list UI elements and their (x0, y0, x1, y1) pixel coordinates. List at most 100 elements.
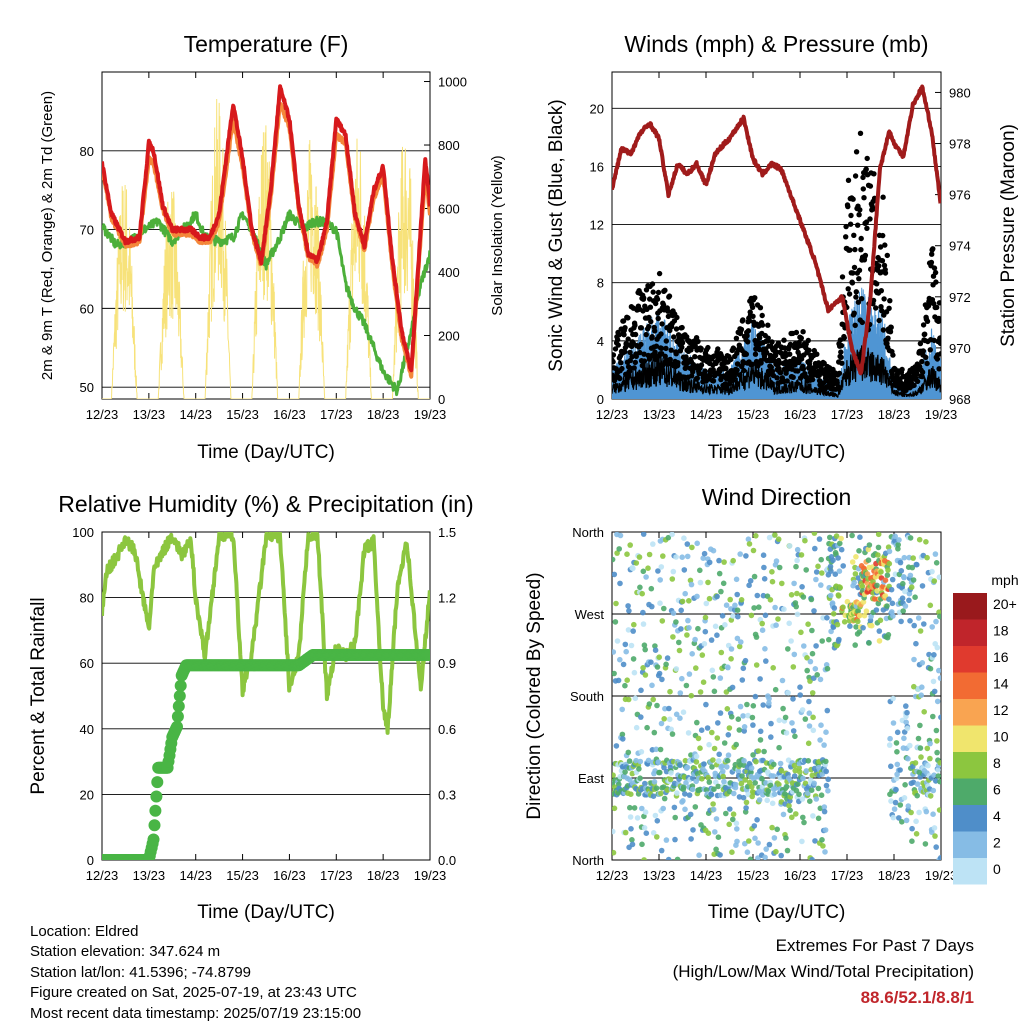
direction-point (767, 782, 774, 789)
direction-point (818, 556, 824, 563)
gust-point (858, 247, 864, 253)
direction-point (836, 636, 842, 643)
direction-point (661, 795, 668, 802)
gust-point (757, 305, 764, 311)
direction-point (823, 782, 830, 789)
direction-point (648, 585, 655, 592)
direction-point (821, 808, 828, 815)
direction-point (886, 596, 892, 602)
direction-point (918, 692, 924, 698)
direction-point (626, 758, 633, 764)
direction-point (622, 641, 629, 648)
gust-point (690, 369, 696, 375)
direction-point (655, 568, 661, 574)
direction-point (853, 554, 859, 560)
direction-point (923, 808, 930, 815)
direction-point (927, 755, 933, 762)
direction-point (806, 723, 813, 729)
direction-point (886, 548, 893, 555)
direction-point (612, 670, 617, 677)
direction-point (710, 806, 717, 813)
direction-point (730, 816, 736, 823)
gust-point (858, 296, 865, 302)
direction-point (844, 598, 851, 605)
direction-point (654, 818, 661, 824)
direction-point (927, 740, 933, 747)
direction-point (687, 811, 694, 818)
direction-point (876, 638, 883, 644)
direction-point (790, 664, 797, 670)
gust-point (911, 382, 917, 388)
direction-point (760, 592, 767, 599)
direction-point (678, 626, 684, 632)
direction-point (739, 677, 746, 683)
gust-point (618, 360, 624, 366)
gust-point (769, 339, 775, 345)
y-tick-label: 80 (80, 591, 94, 606)
direction-point (646, 551, 653, 558)
direction-point (936, 667, 941, 674)
direction-point (741, 728, 747, 734)
gust-point (862, 252, 869, 259)
direction-point (912, 760, 919, 766)
gust-point (936, 315, 941, 322)
recent-data-text: Most recent data timestamp: 2025/07/19 2… (30, 1004, 362, 1022)
gust-point (857, 130, 864, 136)
direction-point (706, 741, 712, 748)
direction-point (907, 618, 913, 624)
direction-point (931, 772, 937, 778)
gust-point (663, 345, 669, 352)
direction-point (640, 532, 647, 537)
gust-point (851, 264, 858, 271)
direction-point (723, 810, 729, 817)
direction-point (824, 615, 830, 621)
gust-point (776, 360, 783, 366)
precip-point (173, 690, 186, 702)
direction-point (721, 740, 728, 746)
gust-point (745, 328, 752, 334)
legend-swatch (953, 619, 987, 646)
direction-point (777, 760, 784, 767)
direction-point (637, 584, 643, 591)
direction-point (754, 817, 760, 823)
gust-point (656, 270, 663, 277)
direction-point (868, 622, 875, 629)
direction-point (721, 559, 727, 565)
direction-point (914, 792, 920, 799)
direction-point (736, 727, 743, 733)
direction-point (763, 846, 769, 852)
direction-point (683, 779, 689, 786)
direction-point (612, 571, 618, 578)
direction-point (667, 688, 673, 695)
direction-point (937, 855, 941, 860)
direction-point (658, 790, 664, 797)
direction-point (745, 712, 751, 719)
gust-point (853, 149, 860, 155)
direction-point (711, 745, 718, 752)
direction-point (895, 546, 901, 552)
gust-point (740, 360, 747, 366)
gust-point (653, 300, 659, 307)
direction-point (625, 603, 631, 609)
direction-point (651, 729, 658, 736)
x-tick-label: 13/23 (133, 868, 166, 883)
direction-point (888, 798, 894, 804)
direction-point (747, 578, 754, 584)
direction-point (804, 655, 810, 661)
direction-point (688, 836, 694, 842)
gust-point (769, 368, 776, 375)
direction-point (930, 787, 937, 794)
gust-point (879, 258, 886, 264)
direction-point (907, 742, 913, 749)
direction-point (743, 805, 749, 811)
direction-point (892, 571, 899, 577)
direction-point (933, 778, 939, 784)
direction-point (887, 735, 893, 742)
direction-point (622, 769, 628, 775)
y2-tick-label: 970 (949, 341, 971, 356)
direction-point (894, 749, 900, 755)
direction-point (811, 608, 817, 614)
direction-point (740, 665, 747, 672)
direction-point (787, 807, 793, 814)
direction-point (637, 775, 643, 781)
